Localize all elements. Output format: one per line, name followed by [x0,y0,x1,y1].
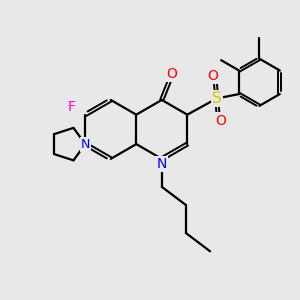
Text: F: F [68,100,76,114]
Text: O: O [208,69,218,83]
Text: N: N [157,157,167,171]
Text: O: O [215,114,226,128]
Text: O: O [167,67,178,81]
Text: N: N [81,138,90,151]
Text: S: S [212,91,222,106]
